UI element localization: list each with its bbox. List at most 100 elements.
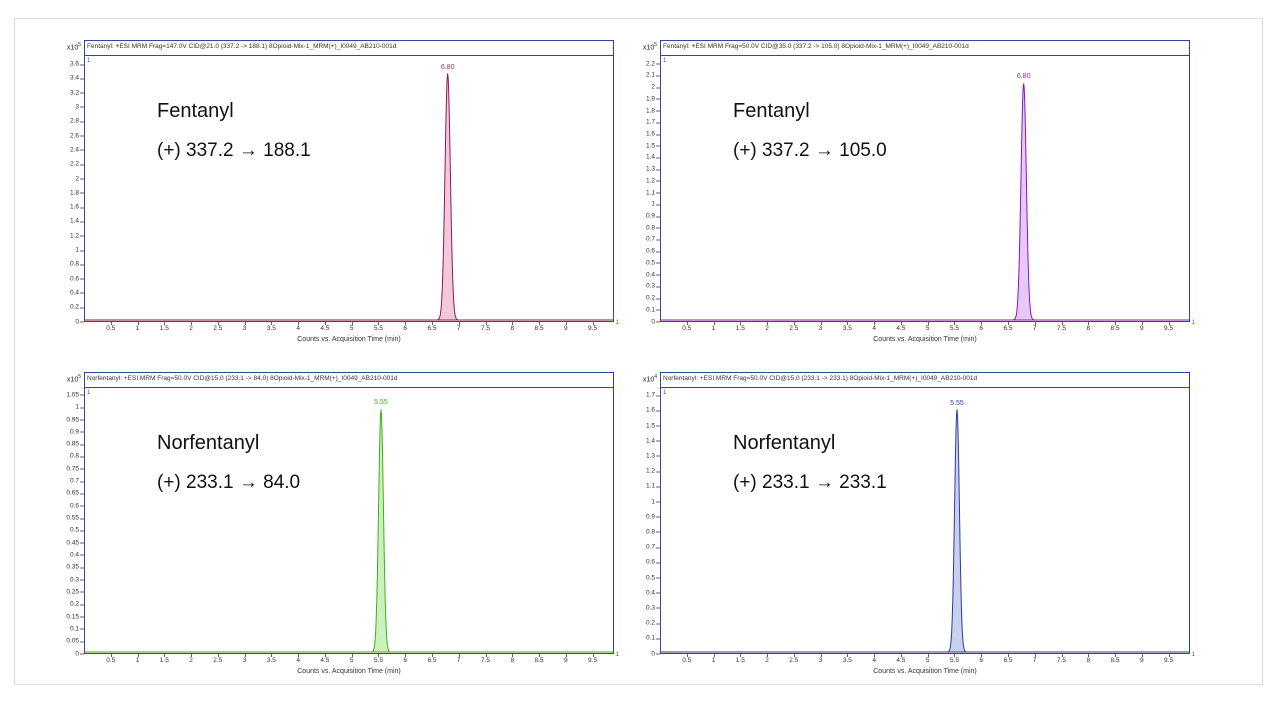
y-tick-label: 0.65 (66, 489, 79, 497)
transition-label: (+) 337.2 → 188.1 (157, 140, 311, 161)
y-tick-mark (656, 169, 660, 171)
x-tick-label: 6.5 (427, 657, 437, 664)
x-tick-mark (378, 654, 380, 657)
y-tick-label: 0.2 (69, 303, 79, 311)
y-tick-mark (80, 591, 84, 593)
y-tick-mark (80, 481, 84, 483)
y-tick-mark (80, 106, 84, 108)
y-tick-label: 0.9 (645, 212, 655, 220)
x-tick-label: 7 (1032, 657, 1037, 664)
x-tick-mark (1088, 322, 1090, 325)
x-tick-label: 6 (403, 657, 408, 664)
x-tick-mark (1061, 322, 1063, 325)
x-axis-tick-labels: 1 0.5 1 1.5 2 2.5 3 3.5 4 4.5 5 5.5 6 6.5 7 7.5 8 8.5 9 9.… (660, 320, 1195, 335)
y-tick-label: 1 (75, 246, 79, 254)
x-tick-label: 6.5 (427, 325, 437, 332)
y-tick-mark (656, 395, 660, 397)
y-tick-label: 0.6 (645, 247, 655, 255)
x-tick-label: 7 (456, 657, 461, 664)
y-tick-mark (656, 562, 660, 564)
y-tick-mark (656, 75, 660, 77)
x-tick-mark (1168, 654, 1170, 657)
y-tick-mark (656, 653, 660, 655)
y-tick-label: 1.5 (645, 141, 655, 149)
x-tick-label: 1.5 (159, 325, 169, 332)
x-tick-label: 4.5 (320, 325, 330, 332)
y-tick-label: 1 (651, 200, 655, 208)
x-tick-mark (565, 322, 567, 325)
x-tick-label: 0.5 (106, 325, 116, 332)
x-tick-label: 2.5 (789, 325, 799, 332)
x-tick-mark (981, 654, 983, 657)
y-tick-mark (80, 121, 84, 123)
y-tick-label: 0.6 (69, 274, 79, 282)
y-tick-mark (80, 505, 84, 507)
y-tick-mark (80, 92, 84, 94)
x-tick-mark (1141, 322, 1143, 325)
x-tick-mark (298, 322, 300, 325)
y-tick-mark (80, 235, 84, 237)
y-tick-label: 0.15 (66, 612, 79, 620)
x-tick-label: 6 (979, 657, 984, 664)
x-tick-label: 2 (189, 657, 193, 664)
x-tick-label: 7 (1032, 325, 1037, 332)
y-tick-label: 1.6 (645, 130, 655, 138)
y-tick-label: 1 (75, 403, 79, 411)
x-tick-label: 7.5 (480, 325, 491, 332)
y-tick-mark (656, 455, 660, 457)
y-tick-label: 0.8 (69, 452, 79, 460)
y-tick-mark (80, 653, 84, 655)
y-tick-mark (80, 307, 84, 309)
peak-rt-label: 5.55 (950, 399, 964, 407)
y-tick-mark (656, 531, 660, 533)
x-tick-label: 0.5 (682, 325, 692, 332)
panel-title: Norfentanyl: +ESI MRM Frag=50.0V CID@15.… (660, 372, 1190, 388)
plot-area: 1 Fentanyl (+) 337.2 → 105.0 6.80 (660, 56, 1190, 322)
x-tick-mark (351, 654, 353, 657)
y-tick-mark (80, 567, 84, 569)
y-tick-label: 2.8 (69, 117, 79, 125)
y-tick-mark (80, 431, 84, 433)
x-tick-mark (686, 654, 688, 657)
y-tick-label: 1.5 (645, 421, 655, 429)
y-tick-label: 3 (75, 103, 79, 111)
x-tick-label: 2.5 (213, 325, 223, 332)
y-tick-mark (80, 542, 84, 544)
y-tick-mark (656, 216, 660, 218)
y-tick-label: 1 (651, 497, 655, 505)
y-tick-mark (656, 577, 660, 579)
y-tick-mark (80, 292, 84, 294)
y-tick-mark (656, 607, 660, 609)
x-tick-mark (431, 654, 433, 657)
y-tick-mark (656, 262, 660, 264)
x-tick-mark (1141, 654, 1143, 657)
x-tick-label: 9.5 (588, 657, 598, 664)
x-tick-mark (592, 322, 594, 325)
y-tick-mark (656, 501, 660, 503)
x-tick-mark (217, 654, 219, 657)
y-tick-mark (80, 149, 84, 151)
y-tick-label: 0.3 (645, 282, 655, 290)
x-tick-mark (512, 654, 514, 657)
x-tick-label: 5 (925, 657, 930, 664)
x-tick-mark (324, 654, 326, 657)
y-tick-label: 0.4 (69, 551, 79, 559)
chromatogram-trace (661, 409, 1189, 653)
y-tick-label: 0.2 (645, 619, 655, 627)
y-tick-mark (656, 239, 660, 241)
y-tick-mark (80, 554, 84, 556)
x-tick-mark (217, 322, 219, 325)
chromatogram-panel-norfentanyl-233-233: x104 Norfentanyl: +ESI MRM Frag=50.0V CI… (634, 372, 1195, 679)
y-tick-label: 0.3 (645, 604, 655, 612)
x-tick-label: 4.5 (320, 657, 330, 664)
y-tick-label: 1.8 (69, 189, 79, 197)
x-tick-mark (713, 654, 715, 657)
y-tick-label: 0.2 (645, 294, 655, 302)
y-tick-label: 1.6 (69, 203, 79, 211)
y-tick-label: 0 (651, 317, 655, 325)
x-tick-label: 5.5 (373, 325, 383, 332)
y-tick-mark (80, 493, 84, 495)
trace-number-marker: 1 (615, 320, 619, 326)
x-tick-mark (954, 322, 956, 325)
x-tick-label: 3.5 (266, 657, 276, 664)
